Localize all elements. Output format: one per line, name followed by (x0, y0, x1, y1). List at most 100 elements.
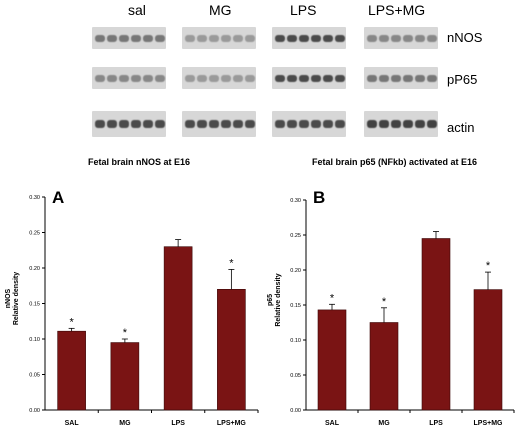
blot-band (155, 75, 165, 82)
blot-band (323, 35, 333, 42)
blot-panel-nnos-2 (272, 27, 346, 49)
blot-band (367, 120, 377, 128)
chart-a-y-tick-label: 0.25 (29, 231, 40, 237)
blot-band (379, 35, 389, 42)
chart-b-significance-marker: * (330, 292, 335, 304)
chart-b-x-tick-label: LPS (429, 420, 443, 427)
blot-band (131, 35, 141, 42)
blot-panel-pp65-3 (364, 67, 438, 89)
chart-b-significance-marker: * (486, 260, 491, 272)
blot-panel-actin-0 (92, 111, 166, 137)
chart-b-bar-lps (421, 238, 451, 411)
blot-band (95, 120, 105, 128)
blot-band (197, 35, 207, 42)
blot-band (143, 120, 153, 128)
blot-band (245, 75, 255, 82)
blot-band (275, 75, 285, 82)
blot-panel-pp65-0 (92, 67, 166, 89)
blot-band (209, 35, 219, 42)
blot-band (233, 120, 243, 128)
chart-a-bar-mg (110, 342, 140, 411)
blot-band (299, 35, 309, 42)
blot-band (415, 75, 425, 82)
blot-band (299, 75, 309, 82)
blot-band (427, 35, 437, 42)
blot-band (143, 75, 153, 82)
chart-b-y-tick-label: 0.05 (290, 373, 301, 379)
blot-band (95, 35, 105, 42)
chart-b-y-tick-label: 0.10 (290, 338, 301, 344)
blot-band (391, 35, 401, 42)
chart-a-x-tick-label: SAL (65, 420, 80, 427)
panel-a-letter: A (52, 188, 65, 207)
blot-band (379, 120, 389, 128)
chart-b-y-label-line: Relative density (275, 273, 282, 326)
blot-band (275, 120, 285, 128)
blot-band (131, 75, 141, 82)
blot-band (367, 75, 377, 82)
blot-panel-pp65-2 (272, 67, 346, 89)
blot-band (415, 120, 425, 128)
blot-band (155, 120, 165, 128)
blot-band (275, 35, 285, 42)
chart-b-bar-mg (369, 322, 399, 411)
chart-a-y-label-line: nNOS (5, 288, 12, 308)
chart-a-bar-lps-mg (217, 289, 246, 411)
blot-panel-nnos-0 (92, 27, 166, 49)
chart-a-significance-marker: * (69, 316, 74, 328)
blot-band (245, 35, 255, 42)
blot-band (335, 75, 345, 82)
blot-band (379, 75, 389, 82)
blot-band (427, 120, 437, 128)
blot-band (367, 35, 377, 42)
chart-a-significance-marker: * (229, 257, 234, 269)
blot-row-label-pp65: pP65 (447, 72, 478, 87)
blot-band (185, 120, 195, 128)
chart-b-bar-sal (317, 309, 347, 411)
chart-b-y-tick-label: 0.00 (290, 408, 301, 414)
blot-band (221, 35, 231, 42)
panel-b-letter: B (313, 188, 326, 207)
blot-panel-nnos-1 (182, 27, 256, 49)
blot-band (209, 75, 219, 82)
blot-row-label-actin: actin (447, 120, 475, 135)
blot-band (143, 35, 153, 42)
blot-band (119, 75, 129, 82)
blot-band (245, 120, 255, 128)
blot-band (119, 120, 129, 128)
blot-band (107, 75, 117, 82)
chart-a-y-tick-label: 0.30 (29, 195, 40, 201)
chart-a-y-tick-label: 0.15 (29, 302, 40, 308)
blot-band (119, 35, 129, 42)
blot-panel-actin-1 (182, 111, 256, 137)
blot-band (287, 35, 297, 42)
chart-a-y-tick-label: 0.10 (29, 337, 40, 343)
chart-a-y-tick-label: 0.00 (29, 408, 40, 414)
blot-band (335, 120, 345, 128)
blot-band (221, 75, 231, 82)
blot-band (95, 75, 105, 82)
chart-b-y-tick-label: 0.20 (290, 268, 301, 274)
chart-a-significance-marker: * (123, 327, 128, 339)
blot-band (323, 120, 333, 128)
blot-band (107, 120, 117, 128)
blot-band (415, 35, 425, 42)
blot-band (403, 120, 413, 128)
blot-band (197, 75, 207, 82)
blot-band (233, 75, 243, 82)
blot-band (403, 35, 413, 42)
chart-a-bar-lps (163, 246, 193, 411)
panel-a-title: Fetal brain nNOS at E16 (88, 157, 191, 167)
blot-band (299, 120, 309, 128)
blot-band (287, 120, 297, 128)
blot-band (391, 120, 401, 128)
chart-b-y-tick-label: 0.30 (290, 198, 301, 204)
blot-band (221, 120, 231, 128)
blot-panel-pp65-1 (182, 67, 256, 89)
blot-band (311, 75, 321, 82)
blot-group-label-lps-mg: LPS+MG (368, 2, 426, 18)
blot-band (323, 75, 333, 82)
blot-band (209, 120, 219, 128)
chart-a-bar-sal (57, 330, 86, 411)
chart-b-x-tick-label: MG (378, 420, 390, 427)
